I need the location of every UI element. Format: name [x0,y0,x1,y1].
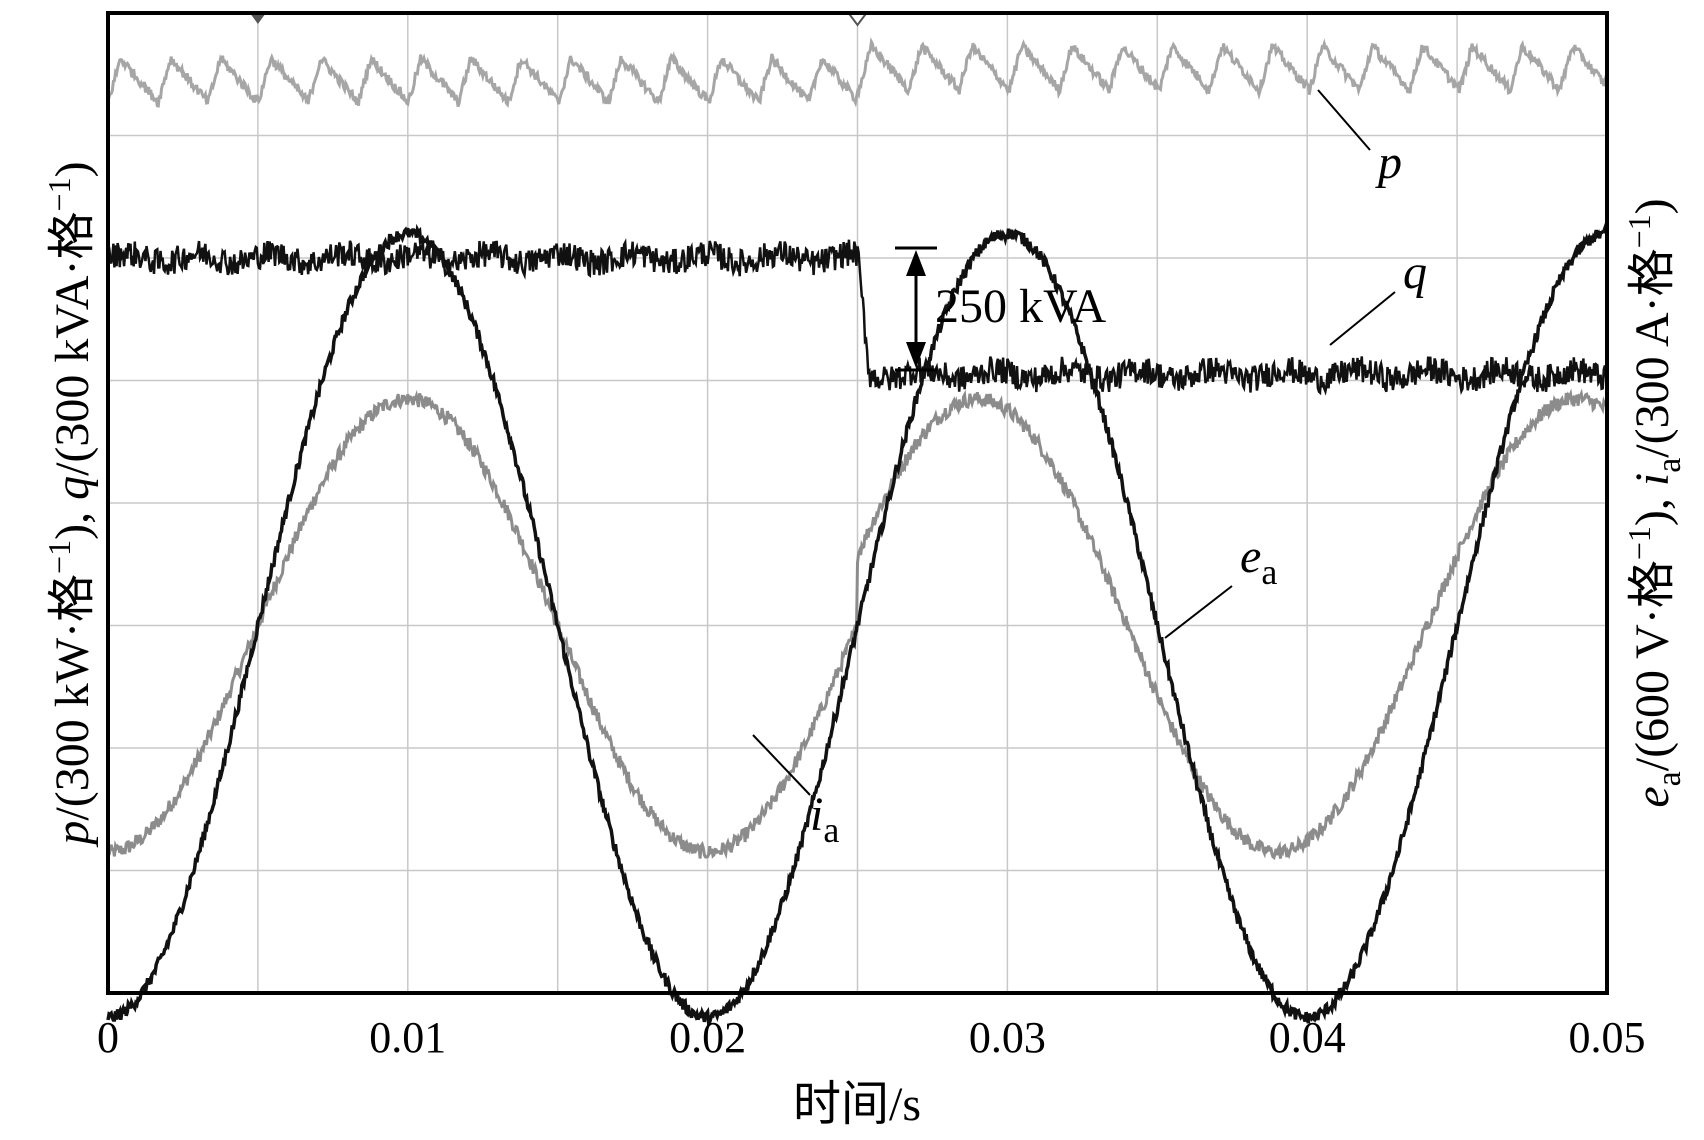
right-y-axis-sep: , [1626,486,1679,510]
grid [108,13,1607,993]
trigger-marker-filled [249,13,266,24]
annotation-step: 250 kVA [895,246,1106,372]
leader-line-q [1329,291,1396,346]
series-q-line [106,238,1609,396]
right-y-axis-label: ea/(600 V·格−1), ia/(300 A·格−1) [1621,198,1688,807]
x-tick-label: 0.03 [969,1013,1046,1062]
leader-line-ia [752,734,811,796]
right-y-axis-i-symbol: i [1626,473,1679,486]
left-y-axis-q-unit: /(300 kVA·格 [46,211,99,475]
right-y-axis-i-close: ) [1626,198,1679,214]
x-tick-labels: 0 0.01 0.02 0.03 0.04 0.05 [97,1013,1646,1062]
right-y-axis-e-sub: a [1651,771,1688,786]
right-y-axis-e-unit: /(600 V·格 [1626,560,1679,771]
left-y-axis-p-close: ) [46,524,99,540]
plot-frame [106,11,1609,995]
label-ia-symbol: i [810,788,823,841]
leader-line-p [1317,89,1371,151]
annotation-ia: ia [752,734,839,850]
right-y-axis-e-close: ) [1626,510,1679,526]
right-y-axis-i-sup: −1 [1621,214,1657,248]
x-tick-label: 0.01 [369,1013,446,1062]
right-y-axis-i-unit: /(300 A·格 [1626,248,1679,457]
x-tick-label: 0.02 [669,1013,746,1062]
step-arrow-head-up [906,250,926,276]
right-y-axis-e-sup: −1 [1621,526,1657,560]
label-q: q [1403,246,1427,299]
leader-line-ea [1164,585,1233,639]
label-ia-sub: a [823,810,839,850]
left-y-axis-p-sup: −1 [41,540,77,574]
label-ia: ia [810,788,839,850]
series-ea-line [106,388,1608,861]
left-y-axis-sep: , [46,500,99,524]
x-tick-label: 0.05 [1569,1013,1646,1062]
left-y-axis-q-close: ) [46,161,99,177]
left-y-axis-p-symbol: p [46,821,99,848]
annotation-p: p [1317,89,1402,189]
right-y-axis-i-sub: a [1651,458,1688,473]
x-tick-label: 0 [97,1013,119,1062]
traces [106,37,1609,1030]
x-tick-label: 0.04 [1269,1013,1346,1062]
annotation-q: q [1329,246,1427,346]
label-ea-sub: a [1261,552,1277,592]
x-axis-label: 时间/s [793,1078,921,1131]
series-ia-line [106,222,1609,1030]
left-y-axis-q-symbol: q [46,476,99,500]
label-ea-symbol: e [1240,530,1261,583]
right-y-axis-e-symbol: e [1626,786,1679,807]
left-y-axis-q-sup: −1 [41,177,77,211]
step-magnitude-label: 250 kVA [935,280,1106,333]
series-p-line [106,37,1609,109]
annotation-ea: ea [1164,530,1277,639]
label-p: p [1375,136,1402,189]
label-ea: ea [1240,530,1277,592]
left-y-axis-p-unit: /(300 kW·格 [46,574,99,821]
step-arrow-head-down [906,342,926,368]
left-y-axis-label: p/(300 kW·格−1), q/(300 kVA·格−1) [41,161,99,847]
